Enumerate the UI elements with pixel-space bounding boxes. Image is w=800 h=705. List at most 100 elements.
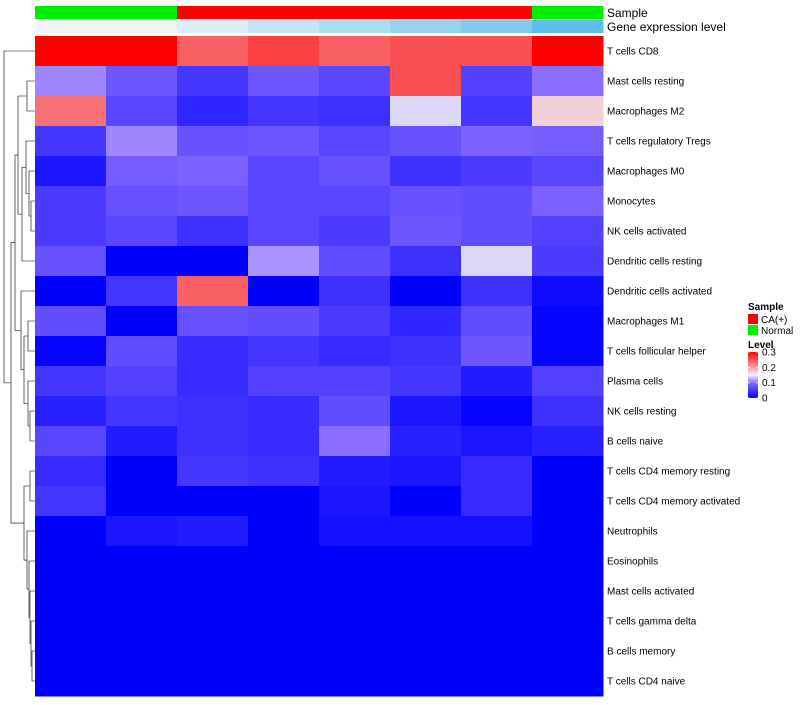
heatmap-cell — [532, 426, 604, 457]
heatmap-cell — [106, 336, 178, 367]
heatmap-cell — [248, 396, 320, 427]
dendrogram-branch — [10, 242, 24, 524]
dendrogram-branch — [23, 335, 28, 404]
sample-legend-swatch — [748, 314, 758, 324]
heatmap-cell — [461, 276, 533, 307]
heatmap-cell — [35, 126, 107, 157]
heatmap-cell — [248, 606, 320, 637]
heatmap-cell — [35, 66, 107, 97]
heatmap-cell — [35, 396, 107, 427]
heatmap-cell — [390, 66, 462, 97]
heatmap-cell — [35, 636, 107, 667]
heatmap-cell — [461, 546, 533, 577]
sample-annotation-cell — [319, 6, 391, 19]
dendrogram-branch — [30, 200, 35, 232]
heatmap-cell — [461, 396, 533, 427]
heatmap-cell — [532, 156, 604, 187]
heatmap-cell — [106, 546, 178, 577]
row-label: Neutrophils — [607, 527, 658, 538]
heatmap-cell — [390, 366, 462, 397]
heatmap-cell — [35, 306, 107, 337]
dendrogram-branch — [21, 166, 35, 262]
row-label: T cells CD8 — [607, 47, 659, 58]
heatmap-cell — [248, 366, 320, 397]
heatmap-cell — [177, 96, 249, 127]
sample-legend-swatch — [748, 325, 758, 335]
heatmap-cell — [532, 336, 604, 367]
dendrogram-branch — [27, 380, 35, 427]
heatmap-cell — [461, 216, 533, 247]
heatmap-cell — [319, 306, 391, 337]
heatmap-cell — [248, 246, 320, 277]
heatmap-cell — [106, 66, 178, 97]
heatmap-cell — [248, 216, 320, 247]
heatmap-cell — [319, 606, 391, 637]
heatmap-cell — [461, 186, 533, 217]
heatmap-cell — [390, 606, 462, 637]
expression-annotation-label: Gene expression level — [607, 20, 726, 34]
heatmap-cell — [532, 606, 604, 637]
row-labels: T cells CD8 Mast cells resting Macrophages… — [607, 47, 740, 688]
row-label: T cells CD4 naive — [607, 677, 686, 688]
heatmap-cell — [106, 276, 178, 307]
heatmap-cell — [177, 276, 249, 307]
heatmap-cell — [461, 516, 533, 547]
heatmap-cell — [532, 36, 604, 67]
row-label: Plasma cells — [607, 377, 663, 388]
heatmap-cell — [248, 336, 320, 367]
sample-annotation-cell — [106, 6, 178, 19]
dendrogram-branch — [27, 320, 35, 352]
heatmap-cell — [177, 396, 249, 427]
heatmap-cell — [248, 186, 320, 217]
heatmap-cell — [177, 156, 249, 187]
heatmap-cell — [319, 426, 391, 457]
heatmap-cell — [248, 516, 320, 547]
heatmap-cell — [532, 66, 604, 97]
level-legend-tick-label: 0.1 — [762, 378, 776, 389]
heatmap-cell — [177, 216, 249, 247]
heatmap-cell — [461, 66, 533, 97]
heatmap-cell — [532, 276, 604, 307]
heatmap-cell — [177, 636, 249, 667]
heatmap-cell — [532, 366, 604, 397]
heatmap-cell — [248, 156, 320, 187]
row-label: Eosinophils — [607, 557, 658, 568]
expression-annotation-cell — [35, 20, 107, 33]
heatmap-cell — [177, 66, 249, 97]
dendrogram-branch — [26, 530, 35, 590]
dendrogram-branch — [29, 470, 35, 502]
heatmap-cell — [319, 546, 391, 577]
heatmap-cell — [35, 216, 107, 247]
row-label: T cells gamma delta — [607, 617, 697, 628]
heatmap-cell — [35, 426, 107, 457]
heatmap-cell — [106, 486, 178, 517]
heatmap-cell — [319, 636, 391, 667]
heatmap-cell — [532, 666, 604, 697]
heatmap-cell — [390, 156, 462, 187]
sample-annotation-cell — [177, 6, 249, 19]
heatmap-cell — [35, 546, 107, 577]
heatmap-cell — [390, 186, 462, 217]
heatmap-cell — [390, 576, 462, 607]
sample-legend-title: Sample — [748, 302, 784, 313]
heatmap-cell — [35, 276, 107, 307]
heatmap-cell — [390, 306, 462, 337]
dendrogram-branch — [30, 620, 35, 667]
heatmap-cell — [390, 546, 462, 577]
heatmap-cell — [461, 426, 533, 457]
heatmap-cell — [532, 96, 604, 127]
heatmap-cell — [177, 36, 249, 67]
row-label: Dendritic cells activated — [607, 287, 712, 298]
heatmap-cell — [106, 246, 178, 277]
heatmap-cell — [106, 366, 178, 397]
heatmap-cell — [106, 606, 178, 637]
heatmap-cell — [532, 126, 604, 157]
heatmap-cell — [532, 486, 604, 517]
heatmap-cell — [248, 636, 320, 667]
sample-annotation-cell — [390, 6, 462, 19]
row-label: Macrophages M0 — [607, 167, 685, 178]
row-label: Monocytes — [607, 197, 655, 208]
